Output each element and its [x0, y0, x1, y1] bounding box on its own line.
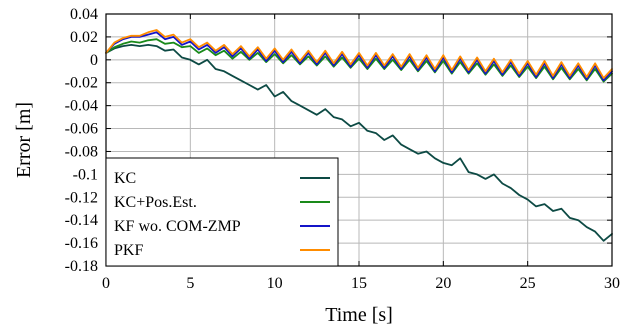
x-tick-label: 30 [604, 275, 620, 292]
y-tick-label: -0.06 [65, 121, 98, 138]
legend: KC KC+Pos.Est. KF wo. COM-ZMP PKF [105, 157, 339, 267]
series-line-0 [105, 44, 613, 242]
x-tick-label: 15 [351, 275, 367, 292]
y-tick-label: -0.02 [65, 75, 98, 92]
y-tick-label: -0.12 [65, 189, 98, 206]
x-tick-label: 25 [520, 275, 536, 292]
series-line-3 [105, 29, 613, 79]
x-tick-label: 20 [435, 275, 451, 292]
series-line-2 [105, 31, 613, 82]
y-axis-label: Error [m] [13, 102, 35, 178]
y-tick-label: -0.16 [65, 235, 98, 252]
y-tick-label: 0 [90, 52, 98, 69]
x-tick-label: 10 [267, 275, 283, 292]
y-tick-label: -0.08 [65, 143, 98, 160]
x-axis-label: Time [s] [325, 304, 393, 326]
y-tick-label: -0.18 [65, 258, 98, 275]
y-tick-label: -0.14 [65, 212, 98, 229]
legend-label: KC [114, 170, 136, 187]
y-tick-label: -0.04 [65, 98, 98, 115]
y-tick-label: -0.1 [73, 166, 98, 183]
series-line-1 [105, 38, 613, 83]
legend-label: KF wo. COM-ZMP [114, 218, 241, 235]
legend-label: PKF [114, 242, 143, 259]
y-tick-label: 0.04 [70, 6, 98, 23]
legend-label: KC+Pos.Est. [114, 194, 197, 211]
x-tick-label: 0 [102, 275, 110, 292]
legend-box [105, 157, 339, 267]
y-tick-label: 0.02 [70, 29, 98, 46]
x-tick-label: 5 [186, 275, 194, 292]
series-lines [105, 29, 613, 242]
